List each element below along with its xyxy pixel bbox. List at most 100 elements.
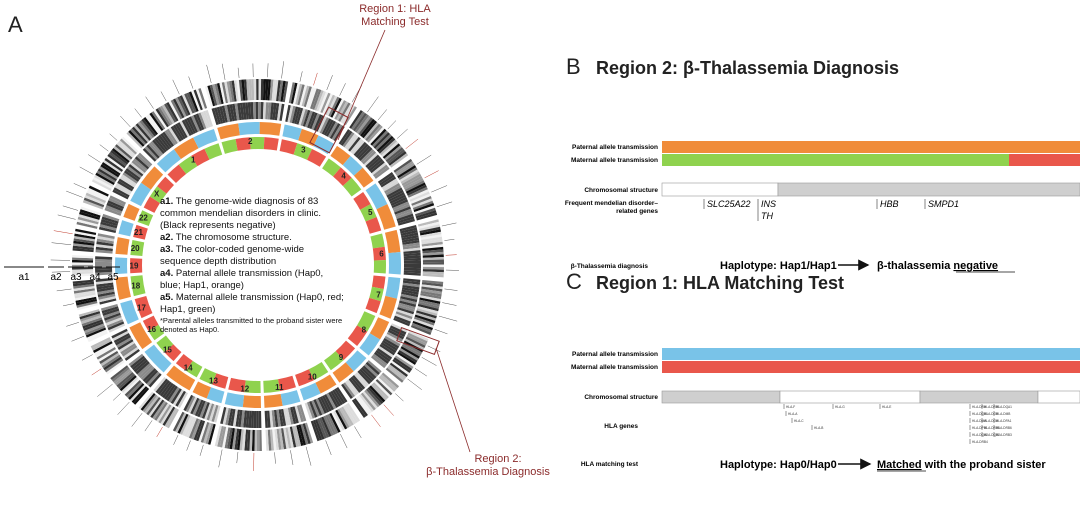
panel-c-title: Region 1: HLA Matching Test [596, 273, 844, 293]
chromosome-label-15: 15 [163, 346, 172, 355]
legend-a1-line3: (Black represents negative) [160, 220, 276, 231]
legend-a5: a5. Maternal allele transmission (Hap0, … [160, 292, 344, 303]
hla-gene-hla-drb1: HLA-DRB1 [984, 405, 1000, 409]
c-chrom-segment-2 [779, 390, 921, 404]
chromosome-label-6: 6 [379, 250, 384, 259]
chromosome-label-16: 16 [147, 325, 156, 334]
chromosome-15: 15 [97, 335, 182, 415]
track-label-a5: a5 [107, 272, 119, 283]
chromosome-3: 3 [279, 71, 362, 167]
chromosome-16: 16 [81, 315, 165, 376]
chromosome-2: 2 [204, 61, 289, 154]
b-maternal-bar-hap1 [662, 154, 1009, 166]
hla-gene-hla-e: HLA-E [882, 405, 891, 409]
circos-legend: a1. The genome-wide diagnosis of 83 comm… [160, 196, 344, 334]
chromosome-9: 9 [324, 340, 404, 427]
panel-c-letter: C [566, 269, 582, 294]
chromosome-label-13: 13 [209, 377, 218, 386]
gene-hbb: HBB [880, 199, 899, 209]
chromosome-11: 11 [263, 375, 314, 466]
c-maternal-bar [662, 361, 1080, 373]
b-gene-markers: SLC25A22 INS TH HBB SMPD1 [703, 199, 959, 221]
chromosome-7: 7 [365, 275, 458, 335]
chromosome-label-10: 10 [308, 372, 317, 381]
b-result: β-thalassemia negative [877, 260, 998, 272]
gene-ins: INS [761, 199, 776, 209]
chromosome-label-3: 3 [301, 146, 306, 155]
panel-b: B Region 2: β-Thalassemia Diagnosis Pate… [565, 54, 1080, 273]
hla-gene-hla-dqa2: HLA-DQA2 [972, 433, 988, 437]
chromosome-21: 21 [57, 205, 148, 240]
legend-a2: a2. The chromosome structure. [160, 232, 292, 243]
hla-gene-hla-a: HLA-A [788, 412, 798, 416]
c-hla-gene-markers: HLA-F HLA-GHLA-AHLA-EHLA-CHLA-BHLA-DRAHLA… [783, 404, 1012, 444]
c-label-maternal: Maternal allele transmission [571, 364, 658, 371]
b-maternal-bar-hap0 [1009, 154, 1080, 166]
chromosome-label-8: 8 [362, 326, 367, 335]
gene-th: TH [761, 211, 773, 221]
chromosome-20: 20 [51, 228, 145, 256]
chromosome-label-5: 5 [368, 208, 373, 217]
hla-gene-hla-dpb1: HLA-DPB1 [972, 426, 988, 430]
b-label-genes-line1: Frequent mendelian disorder– [565, 200, 659, 207]
hla-gene-hla-f: HLA-F [786, 405, 795, 409]
hla-gene-hla-drb6: HLA-DRB6 [996, 426, 1012, 430]
b-label-maternal: Maternal allele transmission [571, 157, 658, 164]
c-chrom-segment-3 [919, 390, 1039, 404]
legend-a4: a4. Paternal allele transmission (Hap0, [160, 268, 323, 279]
b-label-genes-line2: related genes [616, 208, 658, 215]
chromosome-1: 1 [120, 76, 223, 183]
legend-a3-line2: sequence depth distribution [160, 256, 276, 267]
hla-gene-hla-dqa1: HLA-DQA1 [996, 405, 1012, 409]
hla-gene-hla-c: HLA-C [794, 419, 804, 423]
b-label-diagnosis: β-Thalassemia diagnosis [571, 263, 649, 270]
chromosome-18: 18 [56, 275, 146, 311]
chromosome-12: 12 [214, 377, 262, 471]
chromosome-5: 5 [353, 154, 453, 234]
panel-b-letter: B [566, 54, 581, 79]
hla-gene-hla-dob: HLA-DOB [984, 412, 998, 416]
chromosome-x: X [79, 133, 174, 213]
chromosome-13: 13 [172, 368, 229, 456]
c-paternal-bar [662, 348, 1080, 360]
track-label-a1: a1 [18, 272, 30, 283]
chromosome-label-12: 12 [240, 384, 249, 393]
hla-gene-hla-drb4: HLA-DRB4 [972, 440, 988, 444]
legend-footnote-line2: denoted as Hap0. [160, 325, 219, 334]
c-label-paternal: Paternal allele transmission [572, 351, 658, 358]
chromosome-label-21: 21 [134, 228, 143, 237]
panel-c: C Region 1: HLA Matching Test Paternal a… [566, 269, 1080, 472]
region2-callout-line2: β-Thalassemia Diagnosis [426, 466, 550, 478]
chromosome-6: 6 [370, 219, 459, 278]
chromosome-label-x: X [154, 190, 160, 199]
chromosome-label-9: 9 [339, 353, 344, 362]
panel-a-letter: A [8, 12, 23, 37]
chromosome-label-22: 22 [139, 214, 148, 223]
chromosome-label-4: 4 [341, 171, 346, 180]
hla-gene-hla-dma: HLA-DMA [972, 419, 987, 423]
region1-callout-line1: Region 1: HLA [359, 3, 431, 15]
b-chrom-segment-1 [661, 182, 779, 197]
chromosome-label-11: 11 [275, 383, 284, 392]
chromosome-label-17: 17 [137, 303, 146, 312]
legend-a1: a1. The genome-wide diagnosis of 83 [160, 196, 318, 207]
hla-gene-hla-g: HLA-G [835, 405, 845, 409]
hla-gene-hla-dqb2: HLA-DQB2 [984, 433, 1000, 437]
hla-gene-hla-dqb1: HLA-DQB1 [972, 412, 988, 416]
chromosome-10: 10 [295, 361, 362, 456]
c-result: Matched with the proband sister [877, 459, 1046, 471]
chromosome-22: 22 [66, 183, 154, 226]
track-label-a2: a2 [50, 272, 62, 283]
gene-smpd1: SMPD1 [928, 199, 959, 209]
legend-a1-line2: common mendelian disorders in clinic. [160, 208, 321, 219]
chromosome-label-14: 14 [184, 363, 193, 372]
track-label-a3: a3 [70, 272, 82, 283]
b-paternal-bar [662, 141, 1080, 153]
b-label-chromosomal: Chromosomal structure [584, 187, 658, 194]
hla-gene-hla-doa: HLA-DOA [984, 419, 999, 423]
chromosome-14: 14 [131, 353, 203, 438]
chromosome-label-2: 2 [248, 137, 253, 146]
